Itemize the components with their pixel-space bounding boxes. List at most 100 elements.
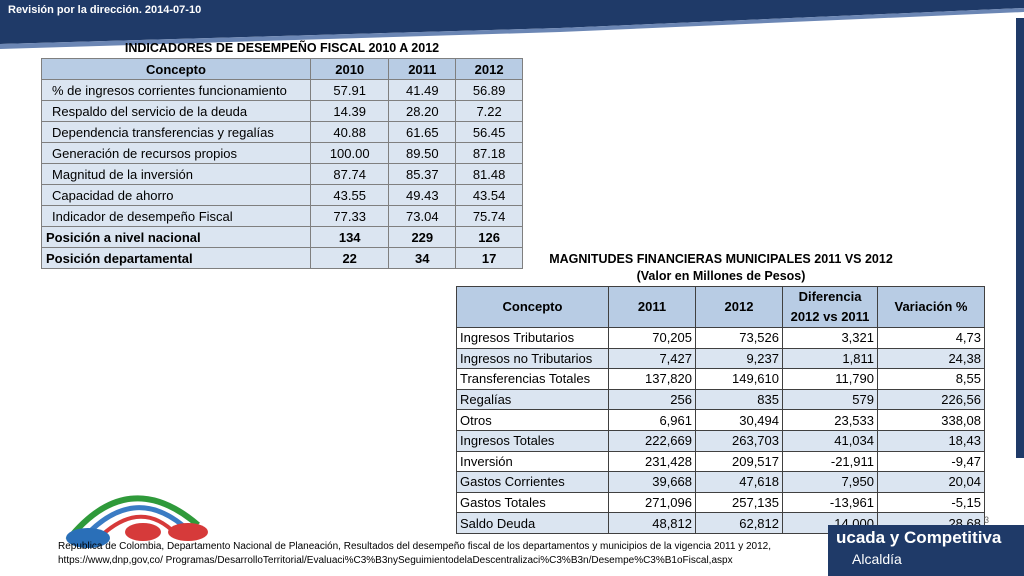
amount-cell: -9,47 bbox=[877, 450, 985, 473]
amount-cell: 222,669 bbox=[608, 429, 696, 452]
fiscal-indicators-table: Concepto 2010 2011 2012 % de ingresos co… bbox=[41, 58, 523, 269]
header-2012: 2012 bbox=[695, 286, 783, 328]
indicator-value-cell: 28.20 bbox=[388, 100, 457, 122]
summary-value-cell: 34 bbox=[388, 247, 457, 269]
dnp-logo bbox=[48, 470, 218, 570]
concept-cell: Gastos Totales bbox=[456, 491, 609, 514]
banner-alcaldia: Alcaldía bbox=[852, 551, 902, 567]
banner-slogan: ucada y Competitiva bbox=[836, 528, 1002, 547]
source-citation: Republica de Colombia, Departamento Naci… bbox=[58, 540, 828, 568]
indicator-value-cell: 87.18 bbox=[455, 142, 523, 164]
right-decoration-strip bbox=[1016, 18, 1024, 458]
concept-cell: Saldo Deuda bbox=[456, 512, 609, 534]
table-row: Dependencia transferencias y regalías 40.… bbox=[41, 121, 523, 143]
amount-cell: 47,618 bbox=[695, 471, 783, 493]
summary-value-cell: 17 bbox=[455, 247, 523, 269]
amount-cell: 209,517 bbox=[695, 450, 783, 473]
amount-cell: 1,811 bbox=[782, 347, 878, 370]
indicator-value-cell: 77.33 bbox=[309, 205, 390, 227]
header-diferencia-line1: Diferencia bbox=[798, 289, 862, 304]
header-2011: 2011 bbox=[388, 58, 457, 80]
amount-cell: 231,428 bbox=[608, 450, 696, 473]
indicator-value-cell: 7.22 bbox=[455, 100, 523, 122]
indicator-name-cell: Indicador de desempeño Fiscal bbox=[41, 205, 311, 227]
financial-magnitudes-subtitle: (Valor en Millones de Pesos) bbox=[636, 269, 806, 283]
table-row: Indicador de desempeño Fiscal 77.33 73.04 7… bbox=[41, 205, 523, 227]
title-bar: Revisión por la dirección. 2014-07-10 bbox=[0, 0, 1024, 50]
table-row: Magnitud de la inversión 87.74 85.37 81.48 bbox=[41, 163, 523, 185]
indicator-name-cell: Generación de recursos propios bbox=[41, 142, 311, 164]
concept-cell: Inversión bbox=[456, 450, 609, 473]
indicator-value-cell: 14.39 bbox=[309, 100, 390, 122]
table-row: Generación de recursos propios 100.00 89.5… bbox=[41, 142, 523, 164]
financial-magnitudes-title: MAGNITUDES FINANCIERAS MUNICIPALES 2011 … bbox=[457, 251, 985, 285]
amount-cell: 18,43 bbox=[877, 429, 985, 452]
amount-cell: 137,820 bbox=[608, 368, 696, 390]
header-2011: 2011 bbox=[608, 286, 696, 328]
indicator-value-cell: 56.45 bbox=[455, 121, 523, 143]
amount-cell: 20,04 bbox=[877, 471, 985, 493]
indicator-name-cell: Magnitud de la inversión bbox=[41, 163, 311, 185]
concept-cell: Otros bbox=[456, 409, 609, 431]
concept-cell: Transferencias Totales bbox=[456, 368, 609, 390]
table-row: Ingresos Totales 222,669 263,703 41,034 18,4… bbox=[456, 429, 985, 452]
amount-cell: 7,427 bbox=[608, 347, 696, 370]
amount-cell: 6,961 bbox=[608, 409, 696, 431]
concept-cell: Gastos Corrientes bbox=[456, 471, 609, 493]
amount-cell: 39,668 bbox=[608, 471, 696, 493]
financial-magnitudes-table: Concepto 2011 2012 Diferencia 2012 vs 20… bbox=[456, 286, 985, 534]
amount-cell: -5,15 bbox=[877, 491, 985, 514]
indicator-name-cell: Respaldo del servicio de la deuda bbox=[41, 100, 311, 122]
amount-cell: 8,55 bbox=[877, 368, 985, 390]
table-row: Regalías 256 835 579 226,56 bbox=[456, 388, 985, 411]
concept-cell: Ingresos Tributarios bbox=[456, 327, 609, 349]
amount-cell: 9,237 bbox=[695, 347, 783, 370]
indicator-value-cell: 40.88 bbox=[309, 121, 390, 143]
amount-cell: 11,790 bbox=[782, 368, 878, 390]
table-header-row: Concepto 2011 2012 Diferencia 2012 vs 20… bbox=[456, 286, 985, 328]
concept-cell: Ingresos no Tributarios bbox=[456, 347, 609, 370]
amount-cell: 73,526 bbox=[695, 327, 783, 349]
amount-cell: 7,950 bbox=[782, 471, 878, 493]
amount-cell: 24,38 bbox=[877, 347, 985, 370]
amount-cell: -13,961 bbox=[782, 491, 878, 514]
header-2012: 2012 bbox=[455, 58, 523, 80]
indicator-value-cell: 87.74 bbox=[309, 163, 390, 185]
alcaldia-banner: ucada y Competitiva Alcaldía bbox=[828, 525, 1024, 576]
indicator-value-cell: 75.74 bbox=[455, 205, 523, 227]
table-row: Respaldo del servicio de la deuda 14.39 28… bbox=[41, 100, 523, 122]
slide-title: Revisión por la dirección. 2014-07-10 bbox=[8, 4, 202, 16]
amount-cell: 263,703 bbox=[695, 429, 783, 452]
amount-cell: 149,610 bbox=[695, 368, 783, 390]
header-diferencia-line2: 2012 vs 2011 bbox=[790, 309, 870, 324]
summary-label-cell: Posición a nivel nacional bbox=[41, 226, 311, 248]
citation-line-1: Republica de Colombia, Departamento Naci… bbox=[58, 541, 772, 552]
table-row: Ingresos Tributarios 70,205 73,526 3,321 4,7… bbox=[456, 327, 985, 349]
amount-cell: 226,56 bbox=[877, 388, 985, 411]
page-number: 3 bbox=[984, 515, 990, 525]
indicator-value-cell: 61.65 bbox=[388, 121, 457, 143]
title-bar-shape bbox=[0, 0, 1024, 49]
header-concepto: Concepto bbox=[456, 286, 609, 328]
summary-value-cell: 126 bbox=[455, 226, 523, 248]
indicator-name-cell: Dependencia transferencias y regalías bbox=[41, 121, 311, 143]
header-diferencia: Diferencia 2012 vs 2011 bbox=[782, 286, 878, 328]
table-row: Saldo Deuda 48,812 62,812 14,000 28,68 bbox=[456, 512, 985, 534]
summary-row: Posición departamental 22 34 17 bbox=[41, 247, 523, 269]
indicator-name-cell: % de ingresos corrientes funcionamiento bbox=[41, 79, 311, 101]
amount-cell: 30,494 bbox=[695, 409, 783, 431]
amount-cell: 62,812 bbox=[695, 512, 783, 534]
summary-value-cell: 229 bbox=[388, 226, 457, 248]
indicator-value-cell: 41.49 bbox=[388, 79, 457, 101]
indicator-value-cell: 43.55 bbox=[309, 184, 390, 206]
indicator-value-cell: 57.91 bbox=[309, 79, 390, 101]
amount-cell: 271,096 bbox=[608, 491, 696, 514]
indicator-name-cell: Capacidad de ahorro bbox=[41, 184, 311, 206]
dnp-logo-graphic bbox=[65, 495, 208, 548]
amount-cell: -21,911 bbox=[782, 450, 878, 473]
citation-line-2: https://www,dnp,gov,co/ Programas/Desarr… bbox=[58, 555, 733, 566]
amount-cell: 70,205 bbox=[608, 327, 696, 349]
indicator-value-cell: 73.04 bbox=[388, 205, 457, 227]
amount-cell: 3,321 bbox=[782, 327, 878, 349]
table-row: Inversión 231,428 209,517 -21,911 -9,47 bbox=[456, 450, 985, 473]
